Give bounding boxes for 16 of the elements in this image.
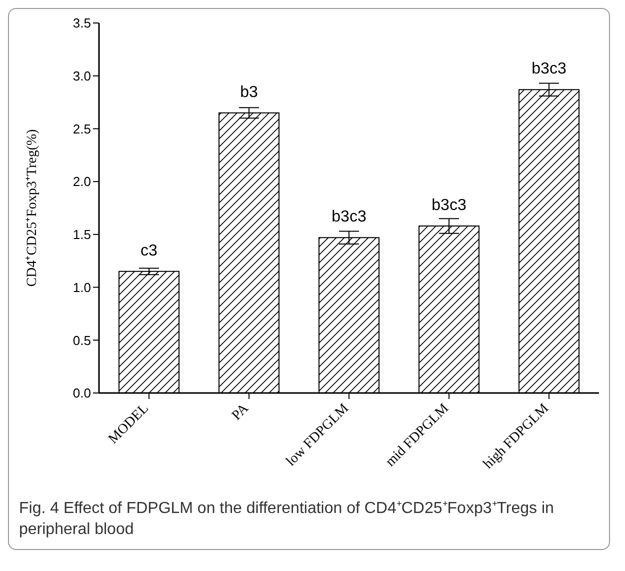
y-axis-title: CD4⁺CD25⁺Foxp3⁺Treg(%) [24,128,40,287]
data-label: c3 [140,242,158,260]
data-label: b3c3 [532,60,566,78]
data-label: b3c3 [332,208,366,226]
y-tick-label: 3.5 [72,16,91,31]
y-tick-label: 1.0 [72,280,91,295]
y-tick-label: 3.0 [72,68,91,84]
text: Fig. 4 Effect of FDPGLM on the differentiation of CD4⁺CD25⁺Foxp3⁺Tregs in peripheral blood [18,499,555,540]
data-label: b3 [240,84,258,101]
data-label: b3c3 [432,196,466,214]
y-tick-label: 1.5 [72,227,91,242]
y-tick-label: 0.5 [72,332,91,348]
y-tick-label: 2.5 [72,121,91,136]
x-tick-label: PA [229,400,252,424]
y-tick-label: 0.0 [72,386,91,401]
y-tick-label: 2.0 [72,174,91,190]
